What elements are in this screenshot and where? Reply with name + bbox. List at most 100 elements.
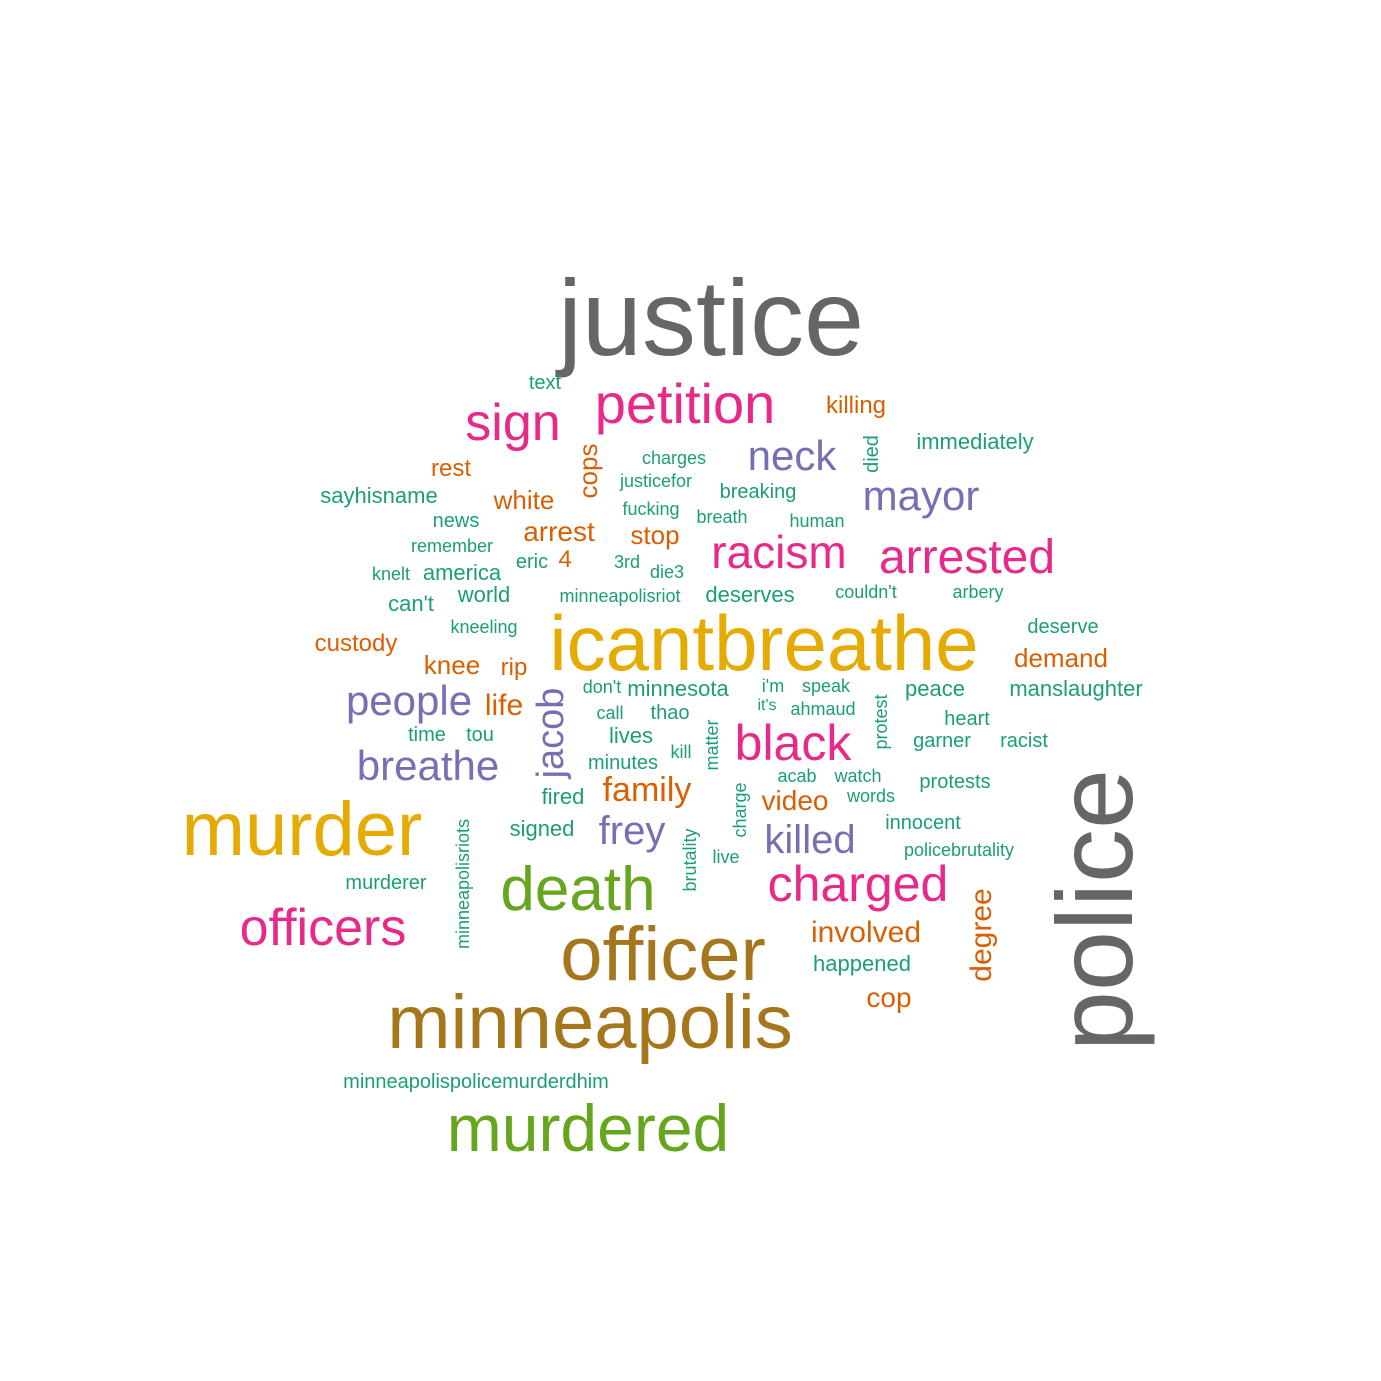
word-icantbreathe: icantbreathe: [549, 599, 979, 687]
word-jacob: jacob: [530, 687, 572, 779]
word-minnesota: minnesota: [627, 676, 729, 701]
word-policebrutality: policebrutality: [903, 840, 1015, 860]
word-charges: charges: [641, 448, 707, 468]
word-world: world: [457, 582, 511, 607]
word-happened: happened: [813, 951, 911, 976]
word-justice: justice: [557, 257, 865, 378]
word-demand: demand: [1014, 643, 1108, 673]
word-call: call: [596, 703, 624, 723]
word-acab: acab: [777, 766, 817, 786]
word-involved: involved: [810, 916, 922, 949]
word-murderer: murderer: [345, 872, 427, 894]
word-killed: killed: [764, 818, 856, 862]
word-knelt: knelt: [371, 564, 411, 584]
word-black: black: [734, 715, 852, 771]
word-arrest: arrest: [523, 516, 595, 547]
word-remember: remember: [410, 536, 494, 556]
word-minneapolispolicemurderdhim: minneapolispolicemurderdhim: [343, 1071, 609, 1093]
word-murder: murder: [181, 787, 423, 872]
word-america: america: [422, 560, 502, 585]
word-cops: cops: [573, 443, 603, 499]
word-minneapolisriot: minneapolisriot: [559, 586, 681, 606]
word-deserve: deserve: [1027, 616, 1099, 638]
word-charged: charged: [767, 856, 949, 912]
word-petition: petition: [594, 372, 776, 435]
word-stop: stop: [630, 520, 680, 550]
word-4: 4: [558, 546, 572, 573]
word-officer: officer: [560, 912, 766, 997]
word-live: live: [712, 847, 740, 867]
word-sign: sign: [465, 394, 561, 452]
word-sayhisname: sayhisname: [320, 483, 438, 508]
word-white: white: [493, 485, 555, 515]
word-signed: signed: [509, 816, 575, 841]
word-minutes: minutes: [587, 752, 659, 774]
word-innocent: innocent: [885, 812, 961, 834]
word-killing: killing: [825, 392, 887, 419]
word-death: death: [500, 855, 656, 924]
word-people: people: [345, 677, 473, 724]
word-kill: kill: [670, 742, 692, 762]
word-deserves: deserves: [705, 582, 795, 607]
word-breath: breath: [696, 507, 748, 527]
word-arrested: arrested: [878, 531, 1056, 584]
word-3rd: 3rd: [613, 552, 641, 572]
word-protest: protest: [871, 694, 891, 750]
word-custody: custody: [314, 630, 398, 657]
word-arbery: arbery: [952, 582, 1004, 602]
word-words: words: [846, 786, 896, 806]
word-don-t: don't: [582, 677, 622, 697]
word-minneapolis: minneapolis: [387, 980, 793, 1065]
word-thao: thao: [650, 702, 690, 724]
word-matter: matter: [702, 719, 722, 771]
word-ahmaud: ahmaud: [790, 699, 856, 719]
word-manslaughter: manslaughter: [1009, 676, 1143, 701]
word-family: family: [602, 771, 692, 809]
word-fucking: fucking: [622, 499, 680, 519]
word-lives: lives: [608, 723, 654, 748]
word-garner: garner: [913, 730, 971, 752]
word-mayor: mayor: [862, 472, 980, 519]
word-minneapolisriots: minneapolisriots: [453, 818, 473, 950]
word-racism: racism: [711, 526, 847, 578]
word-neck: neck: [747, 432, 837, 479]
word-kneeling: kneeling: [450, 617, 518, 637]
word-watch: watch: [834, 766, 882, 786]
word-murdered: murdered: [446, 1091, 730, 1165]
word-tou: tou: [466, 724, 494, 746]
word-racist: racist: [1000, 730, 1048, 752]
word-can-t: can't: [388, 591, 434, 616]
word-it-s: it's: [757, 697, 777, 714]
word-officers: officers: [239, 899, 407, 957]
word-rip: rip: [500, 654, 528, 681]
word-text: text: [528, 372, 562, 394]
word-heart: heart: [944, 708, 990, 730]
word-i-m: i'm: [761, 676, 785, 696]
word-peace: peace: [905, 676, 965, 701]
word-speak: speak: [801, 676, 851, 696]
word-news: news: [432, 510, 480, 532]
word-protests: protests: [919, 771, 991, 793]
word-human: human: [789, 511, 845, 531]
word-degree: degree: [965, 888, 998, 982]
word-eric: eric: [515, 551, 549, 573]
word-breathe: breathe: [356, 742, 500, 789]
word-immediately: immediately: [916, 429, 1034, 454]
word-fired: fired: [541, 784, 585, 809]
word-breaking: breaking: [719, 481, 797, 503]
word-police: police: [1034, 768, 1155, 1052]
word-charge: charge: [730, 782, 750, 838]
word-died: died: [861, 435, 883, 473]
word-cop: cop: [866, 982, 912, 1013]
word-brutality: brutality: [680, 828, 700, 892]
word-video: video: [761, 785, 829, 816]
word-life: life: [484, 689, 524, 722]
word-time: time: [408, 724, 446, 746]
word-justicefor: justicefor: [619, 471, 693, 491]
word-couldn-t: couldn't: [835, 582, 897, 602]
word-rest: rest: [430, 455, 472, 482]
word-knee: knee: [423, 650, 481, 680]
word-frey: frey: [598, 809, 666, 853]
word-die3: die3: [649, 562, 685, 582]
